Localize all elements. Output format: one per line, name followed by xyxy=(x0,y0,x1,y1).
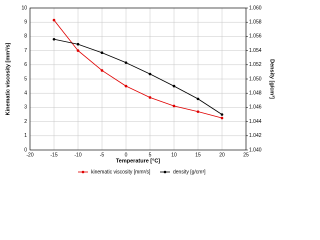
x-tick-label: 25 xyxy=(243,152,249,158)
point xyxy=(124,84,128,88)
y2-tick-label: 1.040 xyxy=(249,147,262,153)
series-line xyxy=(53,38,223,115)
y-tick-label: 7 xyxy=(24,48,27,54)
point xyxy=(52,37,56,41)
series-line xyxy=(53,19,223,119)
y-tick-label: 5 xyxy=(24,76,27,82)
y2-tick-label: 1.046 xyxy=(249,105,262,111)
x-tick-label: 20 xyxy=(219,152,225,158)
legend-label: kinematic viscosity [mm²/s] xyxy=(91,169,151,175)
point xyxy=(220,116,224,120)
y-tick-label: 6 xyxy=(24,62,27,68)
x-tick-label: 0 xyxy=(125,152,128,158)
background xyxy=(0,0,279,180)
y-tick-label: 9 xyxy=(24,20,27,26)
point xyxy=(196,97,200,101)
y-tick-label: 2 xyxy=(24,119,27,125)
y-tick-label: 0 xyxy=(24,147,27,153)
y2-tick-label: 1.042 xyxy=(249,133,262,139)
y2-tick-label: 1.048 xyxy=(249,91,262,97)
y-tick-label: 8 xyxy=(24,34,27,40)
y-tick-label: 3 xyxy=(24,105,27,111)
y2-axis-label: Density [g/cm³] xyxy=(269,59,276,99)
y2-tick-label: 1.060 xyxy=(249,5,262,11)
y2-tick-label: 1.058 xyxy=(249,20,262,26)
point xyxy=(52,18,56,22)
y2-tick-label: 1.044 xyxy=(249,119,262,125)
chart: Temperature [°C] Kinematic viscosity [mm… xyxy=(0,0,279,180)
plot-frame xyxy=(29,7,247,151)
y-tick-label: 1 xyxy=(24,133,27,139)
y-tick-label: 4 xyxy=(24,91,27,97)
y2-tick-label: 1.052 xyxy=(249,62,262,68)
legend-marker xyxy=(81,170,85,174)
x-tick-label: 10 xyxy=(171,152,177,158)
point xyxy=(172,104,176,108)
x-tick-label: -5 xyxy=(100,152,105,158)
y2-tick-label: 1.050 xyxy=(249,76,262,82)
point xyxy=(172,84,176,88)
point xyxy=(100,69,104,72)
y-axis-label: Kinematic viscosity [mm²/s] xyxy=(4,42,11,115)
x-tick-label: 5 xyxy=(149,152,152,158)
y2-tick-label: 1.054 xyxy=(249,48,262,54)
legend-marker xyxy=(163,170,167,174)
x-tick-label: -15 xyxy=(50,152,57,158)
y2-tick-label: 1.056 xyxy=(249,34,262,40)
y-tick-label: 10 xyxy=(21,5,27,11)
point xyxy=(124,61,128,64)
x-axis-label: Temperature [°C] xyxy=(116,158,160,164)
point xyxy=(76,42,80,46)
point xyxy=(148,72,152,76)
point xyxy=(76,49,80,52)
x-tick-label: 15 xyxy=(195,152,201,158)
point xyxy=(100,51,104,55)
point xyxy=(148,96,152,99)
point xyxy=(196,110,200,113)
x-tick-label: -20 xyxy=(26,152,33,158)
point xyxy=(220,113,224,116)
x-tick-label: -10 xyxy=(74,152,81,158)
legend-label: density [g/cm³] xyxy=(173,169,206,175)
